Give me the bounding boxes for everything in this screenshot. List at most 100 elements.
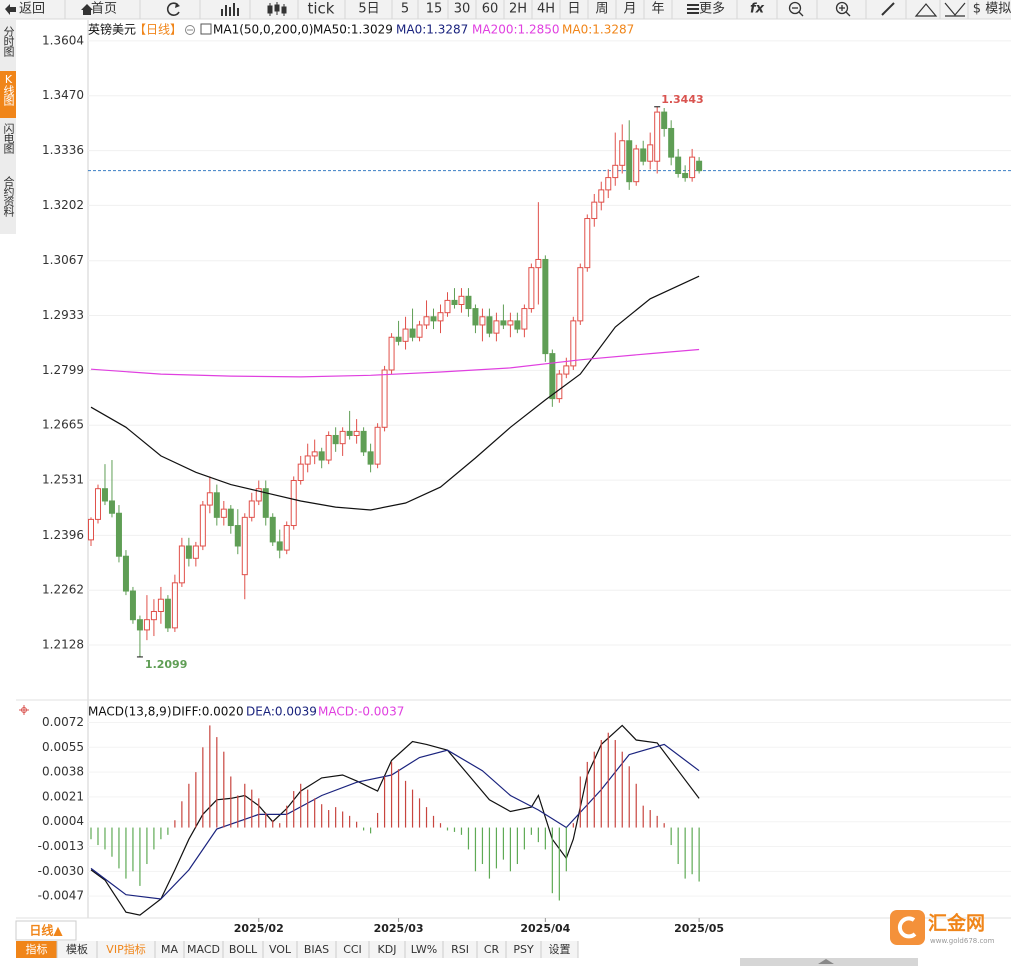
refresh-arrow (175, 3, 180, 8)
toolbar-button[interactable]: 更多 (699, 1, 725, 17)
home-icon (81, 4, 93, 15)
toolbar-button[interactable]: 60 (482, 2, 499, 17)
zoom-in-icon[interactable] (835, 1, 851, 17)
bottom-tab[interactable]: MACD (187, 943, 220, 956)
indicator-label: MA1(50,0,200,0) (213, 23, 313, 37)
toolbar-button[interactable]: $ 模拟 (973, 2, 1011, 17)
candle-body (388, 336, 395, 371)
period-label: 【日线】 (134, 23, 182, 37)
candle-body (346, 430, 353, 436)
bottom-tab[interactable]: BOLL (229, 943, 258, 956)
candle-body (591, 201, 598, 220)
macd-title: MACD(13,8,9) (88, 705, 172, 719)
bottom-tab[interactable]: LW% (411, 943, 437, 956)
bottom-tab[interactable]: 设置 (549, 943, 571, 956)
macd-bar (363, 827, 365, 831)
candle-body (416, 324, 423, 338)
period-button[interactable]: 日线▲ (29, 923, 63, 938)
bottom-tab[interactable]: VIP指标 (106, 942, 145, 956)
side-tab[interactable]: 合约资料 (2, 175, 15, 218)
macd-bar (551, 827, 553, 894)
macd-bar (195, 772, 197, 828)
bottom-tab-active (16, 941, 57, 958)
side-tab[interactable]: 闪电图 (2, 122, 15, 155)
y-tick-label: -0.0047 (38, 889, 84, 903)
y-tick-label: 1.2262 (42, 583, 84, 597)
pen-icon[interactable] (881, 2, 895, 16)
period-button-bg[interactable] (15, 920, 77, 941)
macd-bar (328, 810, 330, 828)
bottom-tab[interactable]: BIAS (304, 943, 329, 956)
candle-body (185, 545, 192, 559)
candle-body (136, 619, 143, 631)
y-tick-label: -0.0013 (38, 839, 84, 853)
toolbar-button[interactable]: 30 (454, 2, 471, 17)
toolbar-button[interactable]: 返回 (19, 2, 45, 17)
bottom-tab[interactable]: KDJ (378, 943, 397, 956)
bottom-tab[interactable]: 指标 (26, 942, 48, 956)
more-icon[interactable] (687, 4, 699, 14)
legend-item: MA0:1.3287 (562, 23, 634, 37)
refresh-icon[interactable] (166, 2, 180, 16)
zoom-out-icon[interactable] (788, 1, 804, 17)
toolbar-button[interactable]: 15 (426, 2, 443, 17)
macd-bar (293, 791, 295, 828)
candle-body (563, 365, 570, 375)
candle-body (542, 258, 549, 355)
down-icon[interactable] (944, 2, 966, 17)
macd-bar (621, 751, 623, 828)
macd-icon[interactable] (19, 705, 29, 715)
toolbar-button[interactable]: 5日 (358, 2, 379, 17)
candle-body (521, 308, 528, 330)
candle-body (101, 488, 108, 502)
toolbar-button[interactable]: 年 (651, 2, 664, 17)
bottom-tab[interactable]: MA (161, 943, 178, 956)
candle-body (206, 492, 213, 506)
candle-body (325, 434, 332, 461)
toolbar-button[interactable]: 2H (509, 2, 527, 17)
bottom-tab[interactable]: RSI (451, 943, 469, 956)
legend-item: DEA:0.0039 (246, 705, 317, 719)
legend-box-icon[interactable] (200, 23, 212, 35)
logo-url: www.gold678.com (930, 937, 995, 945)
toolbar-bg (0, 0, 1011, 19)
macd-bar (425, 807, 428, 828)
side-tab[interactable]: 分时图 (2, 26, 15, 58)
macd-bar (265, 812, 267, 828)
legend-minus-icon[interactable] (185, 25, 195, 35)
macd-bar (670, 827, 672, 846)
toolbar-button[interactable]: 月 (623, 2, 636, 17)
macd-bar (97, 827, 99, 846)
macd-bar (600, 740, 602, 828)
side-tab-active (0, 71, 16, 118)
candle-body (451, 299, 458, 305)
chart-icon[interactable] (221, 3, 239, 16)
triangle-icon[interactable] (914, 3, 938, 17)
bottom-tab[interactable]: CR (484, 943, 500, 956)
toolbar-button[interactable]: 周 (595, 2, 608, 17)
y-tick-label: 1.3067 (42, 253, 84, 267)
toolbar-button[interactable]: 日 (567, 2, 580, 17)
candle-body (668, 127, 675, 158)
bottom-tab[interactable]: VOL (269, 943, 292, 956)
toolbar-button[interactable]: 4H (537, 2, 555, 17)
macd-bar (572, 823, 574, 828)
macd-bar (146, 827, 148, 865)
toolbar-button[interactable]: 5 (401, 2, 409, 17)
candle-body (143, 619, 150, 631)
candle-body (108, 500, 115, 514)
macd-bar (237, 795, 239, 828)
y-tick-label: 1.2799 (42, 363, 84, 377)
bottom-tab[interactable]: PSY (513, 943, 534, 956)
macd-bar (244, 783, 246, 828)
candle-icon[interactable] (267, 2, 287, 16)
toolbar-button[interactable]: tick (308, 0, 335, 18)
bottom-tab[interactable]: CCI (343, 943, 362, 956)
bottom-tab[interactable]: 模板 (66, 942, 88, 956)
candle-body (353, 430, 360, 436)
side-tab[interactable]: K线图 (2, 73, 15, 107)
candle-body (311, 451, 318, 457)
toolbar-button[interactable]: 首页 (91, 2, 117, 17)
toolbar-button[interactable]: fx (750, 2, 765, 17)
y-tick-label: 1.2128 (42, 638, 84, 652)
